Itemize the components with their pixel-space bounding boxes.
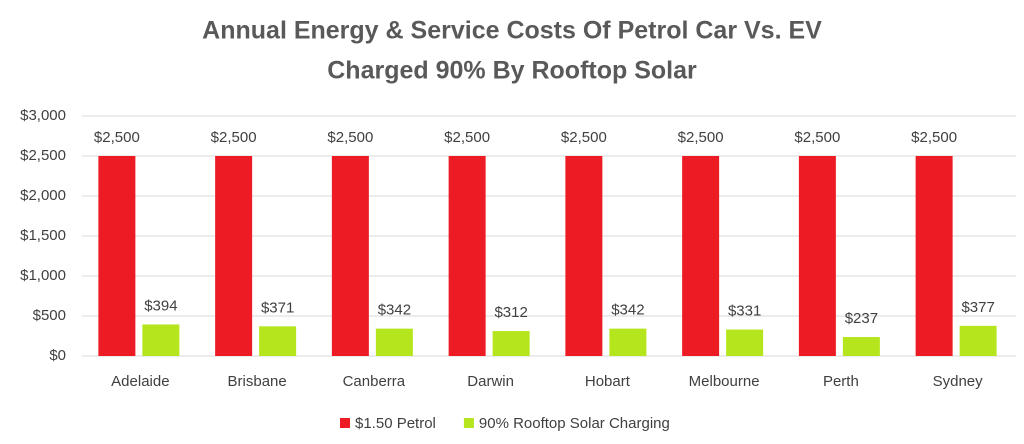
bar: [448, 156, 486, 356]
bar: [609, 328, 647, 356]
bar: [915, 156, 953, 356]
data-label: $2,500: [794, 129, 840, 146]
legend-label: $1.50 Petrol: [355, 415, 436, 432]
data-label: $312: [494, 304, 527, 321]
y-tick-label: $0: [49, 347, 66, 364]
bar: [492, 331, 530, 356]
bar: [259, 326, 297, 356]
bar: [726, 329, 764, 356]
bar: [98, 156, 136, 356]
bar: [331, 156, 369, 356]
legend-label: 90% Rooftop Solar Charging: [479, 415, 670, 432]
x-tick-label: Darwin: [467, 373, 514, 390]
x-tick-label: Brisbane: [228, 373, 287, 390]
x-tick-label: Adelaide: [111, 373, 169, 390]
bar: [375, 328, 413, 356]
data-label: $2,500: [444, 129, 490, 146]
bar: [959, 325, 997, 356]
data-label: $2,500: [211, 129, 257, 146]
bar: [682, 156, 720, 356]
bar: [798, 156, 836, 356]
x-tick-label: Perth: [823, 373, 859, 390]
x-tick-label: Canberra: [343, 373, 406, 390]
y-tick-label: $3,000: [20, 107, 66, 124]
y-tick-label: $1,500: [20, 227, 66, 244]
data-label: $2,500: [911, 129, 957, 146]
y-tick-label: $2,500: [20, 147, 66, 164]
legend-swatch: [463, 418, 474, 428]
data-label: $331: [728, 302, 761, 319]
data-label: $394: [144, 297, 177, 314]
data-label: $237: [845, 310, 878, 327]
bar: [842, 337, 880, 356]
y-tick-label: $2,000: [20, 187, 66, 204]
legend-swatch: [340, 418, 350, 428]
data-label: $342: [378, 302, 411, 319]
bar: [142, 324, 180, 356]
data-label: $371: [261, 299, 294, 316]
chart-title: Charged 90% By Rooftop Solar: [327, 57, 697, 85]
data-label: $2,500: [678, 129, 724, 146]
bar: [565, 156, 603, 356]
data-label: $2,500: [561, 129, 607, 146]
bar: [215, 156, 253, 356]
chart-title: Annual Energy & Service Costs Of Petrol …: [202, 17, 822, 45]
data-label: $342: [611, 302, 644, 319]
x-tick-label: Melbourne: [689, 373, 760, 390]
data-label: $2,500: [327, 129, 373, 146]
y-tick-label: $1,000: [20, 267, 66, 284]
x-tick-label: Hobart: [585, 373, 631, 390]
data-label: $377: [961, 299, 994, 316]
y-tick-label: $500: [33, 307, 66, 324]
x-tick-label: Sydney: [933, 373, 984, 390]
data-label: $2,500: [94, 129, 140, 146]
